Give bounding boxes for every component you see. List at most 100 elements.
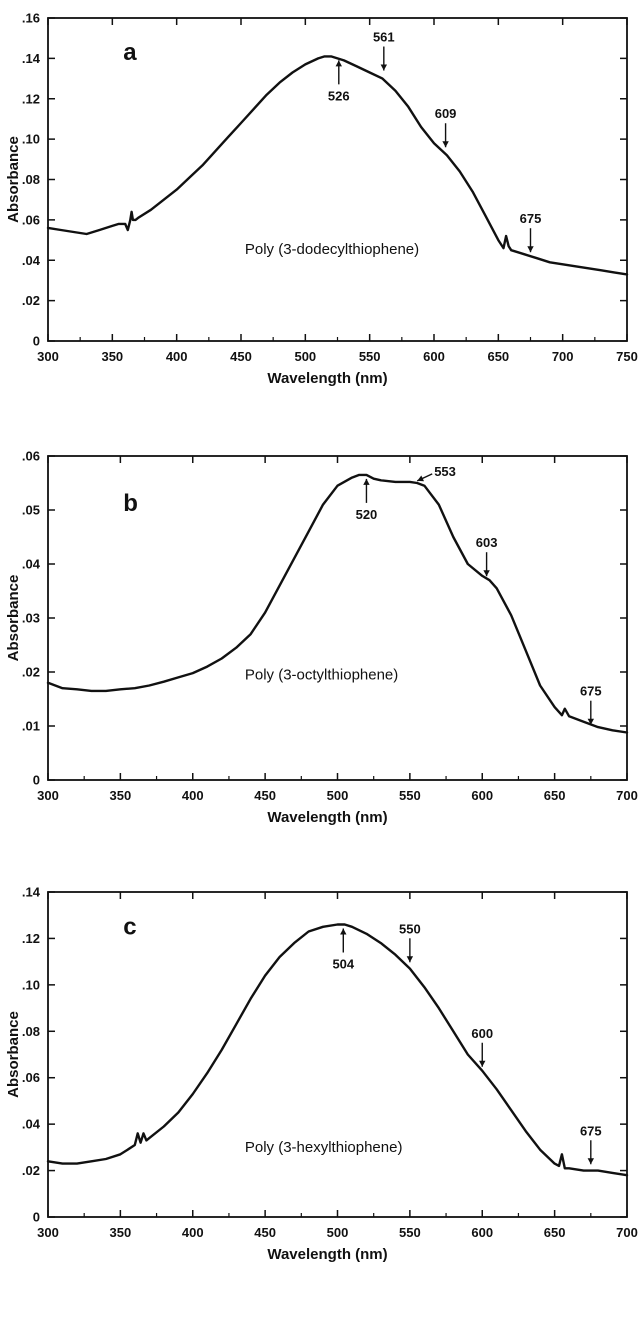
- x-tick-label: 600: [471, 788, 493, 803]
- plot-frame: [47, 17, 628, 342]
- y-tick-label: .06: [22, 212, 40, 227]
- peak-label: 609: [435, 106, 457, 121]
- y-tick-label: 0: [33, 334, 40, 349]
- y-tick-label: .14: [22, 885, 41, 900]
- y-tick-label: .06: [22, 449, 40, 464]
- x-tick-label: 300: [37, 1225, 59, 1240]
- peak-marker-561: 561: [373, 30, 395, 71]
- peak-arrow-head: [587, 718, 595, 725]
- y-tick-label: 0: [33, 1210, 40, 1225]
- y-tick-label: .03: [22, 611, 40, 626]
- peak-marker-675: 675: [580, 1123, 602, 1165]
- polymer-annotation: Poly (3-octylthiophene): [245, 667, 398, 684]
- x-tick-label: 600: [423, 349, 445, 364]
- x-tick-label: 500: [327, 788, 349, 803]
- peak-marker-504: 504: [332, 928, 355, 972]
- x-tick-label: 500: [327, 1225, 349, 1240]
- x-tick-label: 400: [166, 349, 188, 364]
- y-tick-label: .04: [22, 1117, 41, 1132]
- peak-label: 504: [332, 957, 354, 972]
- x-tick-label: 550: [399, 1225, 421, 1240]
- x-tick-label: 650: [544, 1225, 566, 1240]
- x-tick-label: 450: [230, 349, 252, 364]
- spectrum-line-series-0: [46, 55, 629, 276]
- peak-arrow-head: [442, 141, 449, 148]
- peak-label: 675: [580, 684, 602, 699]
- peak-label: 520: [356, 507, 378, 522]
- peak-arrow-head: [479, 1060, 486, 1067]
- x-tick-label: 700: [616, 788, 638, 803]
- y-tick-label: .10: [22, 977, 40, 992]
- polymer-annotation: Poly (3-hexylthiophene): [245, 1139, 403, 1156]
- peak-marker-526: 526: [328, 60, 350, 103]
- peak-label: 526: [328, 88, 350, 103]
- y-tick-label: .14: [22, 51, 41, 66]
- y-tick-label: .01: [22, 719, 40, 734]
- y-tick-label: .04: [22, 557, 41, 572]
- y-tick-label: 0: [33, 773, 40, 788]
- y-tick-label: .08: [22, 172, 40, 187]
- spectrum-line-series-0: [46, 923, 629, 1177]
- spectrum-line-series-0: [46, 473, 629, 734]
- peak-label: 675: [580, 1123, 602, 1138]
- x-tick-label: 400: [182, 788, 204, 803]
- peak-label: 603: [476, 535, 498, 550]
- y-tick-label: .16: [22, 11, 40, 26]
- peak-label: 600: [471, 1026, 493, 1041]
- x-tick-label: 400: [182, 1225, 204, 1240]
- peak-arrow-head: [417, 475, 425, 482]
- y-tick-label: .10: [22, 132, 40, 147]
- peak-label: 553: [434, 464, 456, 479]
- panel-letter: c: [123, 913, 136, 940]
- peak-marker-603: 603: [476, 535, 498, 577]
- y-tick-label: .06: [22, 1070, 40, 1085]
- y-axis-title: Absorbance: [5, 136, 22, 223]
- peak-label: 561: [373, 30, 395, 45]
- x-tick-label: 650: [487, 349, 509, 364]
- chart-panel-b: 300 350 400 450 500 550 600 650 700 0 .01 .02 .03 .04…: [5, 449, 638, 827]
- peak-arrow-head: [380, 64, 388, 71]
- polymer-annotation: Poly (3-dodecylthiophene): [245, 241, 419, 258]
- y-tick-label: .02: [22, 1163, 40, 1178]
- x-tick-label: 450: [254, 1225, 276, 1240]
- peak-marker-609: 609: [435, 106, 457, 148]
- x-tick-label: 750: [616, 349, 638, 364]
- peak-arrow-head: [335, 60, 342, 67]
- peak-marker-675: 675: [580, 684, 602, 725]
- peak-label: 550: [399, 921, 421, 936]
- y-tick-label: .08: [22, 1024, 40, 1039]
- peak-marker-550: 550: [399, 921, 421, 963]
- panel-letter: a: [123, 39, 137, 66]
- x-tick-label: 350: [110, 788, 132, 803]
- peak-marker-520: 520: [356, 478, 378, 522]
- x-tick-label: 550: [359, 349, 381, 364]
- x-tick-label: 300: [37, 349, 59, 364]
- x-tick-label: 550: [399, 788, 421, 803]
- chart-panel-c: 300 350 400 450 500 550 600 650 700 0 .02 .04 .06 .08…: [5, 885, 638, 1264]
- y-axis-title: Absorbance: [5, 575, 22, 662]
- x-axis-title: Wavelength (nm): [267, 809, 387, 826]
- x-tick-label: 700: [616, 1225, 638, 1240]
- x-tick-label: 700: [552, 349, 574, 364]
- peak-arrow-head: [406, 956, 414, 963]
- y-tick-label: .04: [22, 253, 41, 268]
- y-tick-label: .02: [22, 665, 40, 680]
- chart-panel-a: 300 350 400 450 500 550 600 650 700 750 0 .02 .04 .06…: [5, 11, 638, 388]
- x-tick-label: 500: [294, 349, 316, 364]
- x-axis-title: Wavelength (nm): [267, 1246, 387, 1263]
- peak-label: 675: [520, 211, 542, 226]
- plot-frame: [47, 891, 628, 1218]
- x-tick-label: 650: [544, 788, 566, 803]
- x-tick-label: 300: [37, 788, 59, 803]
- y-tick-label: .12: [22, 91, 40, 106]
- x-tick-label: 600: [471, 1225, 493, 1240]
- peak-arrow-head: [527, 246, 534, 253]
- x-axis-title: Wavelength (nm): [267, 370, 387, 387]
- peak-marker-600: 600: [471, 1026, 493, 1067]
- x-tick-label: 450: [254, 788, 276, 803]
- peak-arrow-head: [363, 478, 370, 485]
- peak-marker-553: 553: [416, 464, 456, 482]
- panel-letter: b: [123, 490, 138, 517]
- y-tick-label: .05: [22, 503, 40, 518]
